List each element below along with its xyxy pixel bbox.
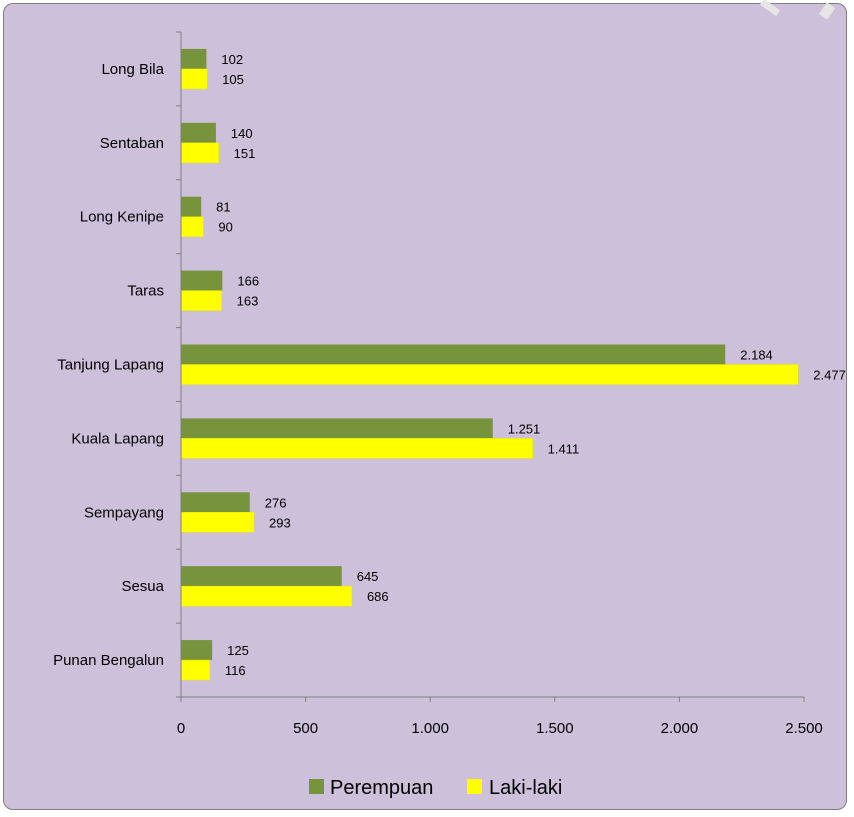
data-label: 276 — [265, 495, 287, 510]
bar-laki-laki — [180, 512, 255, 533]
category-label: Tanjung Lapang — [57, 357, 164, 374]
data-label: 125 — [227, 643, 249, 658]
data-label: 90 — [218, 220, 232, 235]
x-tick-label: 1.500 — [536, 720, 574, 737]
bar-laki-laki — [180, 364, 799, 385]
category-label: Long Bila — [101, 61, 164, 78]
bar-perempuan — [181, 48, 207, 69]
legend-label: Perempuan — [330, 777, 433, 799]
data-label: 686 — [367, 589, 389, 604]
data-label: 140 — [231, 126, 253, 141]
data-label: 151 — [234, 146, 256, 161]
category-label: Taras — [127, 283, 164, 300]
axes-layer — [176, 31, 805, 702]
data-label: 166 — [237, 274, 259, 289]
x-tick-label: 1.000 — [411, 720, 449, 737]
x-tick-label: 500 — [293, 720, 318, 737]
bar-laki-laki — [180, 659, 211, 681]
x-tick-label: 2.500 — [785, 720, 823, 737]
category-label: Sempayang — [84, 504, 164, 521]
bar-laki-laki — [180, 438, 533, 459]
data-label: 102 — [221, 52, 243, 67]
legend-label: Laki-laki — [489, 777, 562, 799]
x-tick-label: 2.000 — [661, 720, 699, 737]
legend: Perempuan Laki-laki — [309, 777, 562, 799]
data-label: 81 — [216, 200, 230, 215]
bar-laki-laki — [180, 585, 353, 607]
data-label: 105 — [222, 72, 244, 87]
bar-laki-laki — [180, 68, 208, 90]
labels-layer: Long Bila 102 105 Sentaban 140 151 Long Kenipe… — [53, 52, 846, 737]
bar-perempuan — [181, 122, 216, 143]
data-label: 293 — [269, 515, 291, 530]
legend-swatch — [309, 779, 324, 794]
category-label: Sesua — [121, 578, 164, 595]
bar-laki-laki — [180, 290, 222, 311]
bars-layer — [180, 48, 799, 681]
category-label: Long Kenipe — [80, 209, 164, 226]
bar-perempuan — [181, 492, 250, 513]
category-label: Kuala Lapang — [71, 430, 164, 447]
x-tick-label: 0 — [177, 720, 185, 737]
bar-perempuan — [181, 270, 223, 291]
bar-perempuan — [181, 196, 202, 217]
bar-perempuan — [181, 566, 342, 587]
category-label: Sentaban — [100, 135, 164, 152]
data-label: 163 — [237, 294, 259, 309]
data-label: 1.411 — [548, 441, 580, 456]
bar-laki-laki — [180, 216, 204, 237]
data-label: 1.251 — [508, 421, 541, 436]
chart-frame — [3, 3, 847, 810]
data-label: 2.477 — [813, 368, 846, 383]
legend-swatch — [467, 779, 482, 794]
bar-perempuan — [181, 418, 493, 439]
category-label: Punan Bengalun — [53, 652, 164, 669]
bar-perempuan — [181, 344, 726, 365]
data-label: 2.184 — [740, 348, 773, 363]
bar-laki-laki — [180, 142, 219, 164]
data-label: 645 — [357, 569, 379, 584]
data-label: 116 — [225, 663, 246, 678]
bar-perempuan — [181, 640, 213, 661]
